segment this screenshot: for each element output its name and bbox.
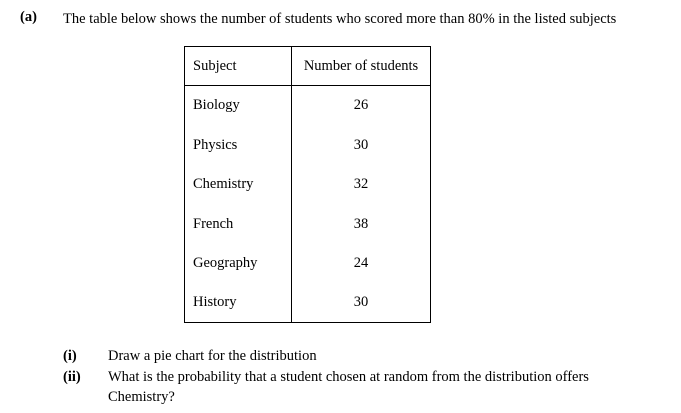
table-row: History 30 (184, 283, 431, 322)
cell-subject: French (184, 204, 292, 244)
cell-count: 26 (291, 85, 431, 126)
cell-subject: Biology (184, 85, 292, 126)
cell-count: 30 (291, 125, 431, 165)
table-row: Geography 24 (184, 244, 431, 284)
table-row: Biology 26 (184, 85, 431, 126)
cell-count: 38 (291, 204, 431, 244)
cell-count: 24 (291, 244, 431, 284)
cell-subject: History (184, 283, 292, 322)
cell-subject: Physics (184, 125, 292, 165)
table-row: French 38 (184, 204, 431, 244)
header-number-of-students: Number of students (291, 46, 431, 86)
cell-subject: Geography (184, 244, 292, 284)
cell-count: 32 (291, 165, 431, 205)
table-row: Physics 30 (184, 125, 431, 165)
table-row: Chemistry 32 (184, 165, 431, 205)
subquestion-ii: (ii) What is the probability that a stud… (63, 367, 663, 409)
students-table: Subject Number of students Biology 26 Ph… (184, 46, 431, 323)
question-label: (a) (20, 9, 37, 25)
cell-count: 30 (291, 283, 431, 322)
subquestion-number: (i) (63, 348, 77, 364)
table-header-row: Subject Number of students (184, 46, 431, 86)
subquestion-i: (i) Draw a pie chart for the distributio… (63, 346, 663, 366)
subquestion-text: Draw a pie chart for the distribution (108, 348, 317, 364)
header-subject: Subject (184, 46, 292, 86)
question-intro: The table below shows the number of stud… (63, 11, 617, 27)
subquestion-text: What is the probability that a student c… (108, 369, 589, 405)
cell-subject: Chemistry (184, 165, 292, 205)
subquestion-number: (ii) (63, 369, 81, 385)
